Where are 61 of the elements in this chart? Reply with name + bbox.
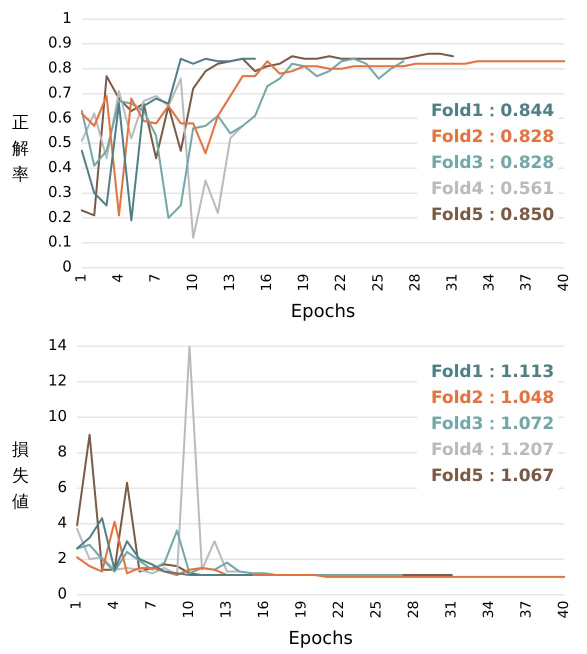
x-tick-label: 13 (222, 274, 238, 292)
y-tick-label: 14 (48, 336, 68, 354)
text: Fold1：0.844 (431, 101, 554, 122)
y-tick-label: 4 (58, 513, 68, 532)
text: Fold3：0.828 (431, 153, 554, 174)
x-axis-title: Epochs (290, 300, 356, 322)
y-tick-label: 1 (62, 8, 72, 27)
y-tick-label: 2 (58, 548, 68, 567)
y-tick-label: 10 (48, 406, 68, 425)
x-tick-label: 19 (296, 274, 312, 292)
x-tick-label: 25 (368, 600, 384, 618)
text: Fold3：1.072 (431, 414, 554, 434)
x-tick-label: 22 (331, 600, 348, 618)
x-tick-label: 25 (370, 274, 386, 292)
y-tick-label: 0.6 (48, 108, 72, 126)
text: Fold2：0.828 (431, 127, 554, 148)
y-tick-label: 0.2 (48, 208, 72, 226)
y-tick-label: 8 (58, 442, 68, 460)
y-tick-label: 0.5 (48, 133, 72, 152)
text: Fold1：1.113 (431, 362, 554, 382)
text: Fold5：0.850 (431, 205, 554, 226)
x-tick-label: 40 (556, 600, 572, 618)
y-tick-label: 0 (62, 257, 72, 276)
y-axis-title: 損失値 (12, 439, 30, 514)
x-tick-label: 31 (444, 274, 461, 292)
x-tick-label: 7 (144, 600, 160, 610)
y-tick-label: 0 (58, 584, 68, 602)
y-tick-label: 0.4 (48, 158, 72, 176)
x-tick-label: 31 (443, 600, 460, 618)
x-tick-label: 4 (110, 274, 127, 283)
x-tick-label: 1 (73, 274, 90, 283)
x-axis-title: Epochs (288, 628, 353, 649)
text: Fold2：1.048 (431, 388, 554, 408)
x-tick-label: 16 (256, 600, 272, 618)
y-tick-label: 0.8 (48, 58, 72, 77)
x-tick-label: 7 (148, 274, 164, 283)
y-axis-title: 正解率 (12, 112, 30, 187)
y-tick-label: 0.7 (48, 83, 72, 102)
y-tick-label: 6 (58, 478, 68, 496)
x-tick-label: 13 (218, 600, 235, 618)
x-tick-label: 22 (333, 274, 350, 292)
y-tick-label: 0.3 (48, 182, 72, 201)
x-tick-label: 16 (259, 274, 276, 292)
x-tick-label: 10 (181, 600, 198, 618)
text: Fold4：0.561 (431, 179, 554, 200)
x-tick-label: 34 (480, 600, 497, 618)
y-tick-label: 12 (48, 371, 68, 390)
x-tick-label: 19 (294, 600, 310, 618)
x-tick-label: 28 (406, 600, 422, 618)
y-tick-label: 0.9 (48, 34, 72, 52)
x-tick-label: 34 (482, 274, 498, 292)
x-tick-label: 28 (407, 274, 424, 292)
text: Fold5：1.067 (431, 466, 554, 486)
y-tick-label: 0.1 (48, 232, 72, 251)
x-tick-label: 37 (518, 274, 535, 292)
x-tick-label: 37 (518, 600, 534, 618)
x-tick-label: 10 (184, 274, 201, 292)
text: Fold4：1.207 (431, 440, 554, 460)
x-tick-label: 4 (106, 600, 122, 610)
x-tick-label: 40 (556, 274, 572, 292)
x-tick-label: 1 (68, 600, 85, 610)
